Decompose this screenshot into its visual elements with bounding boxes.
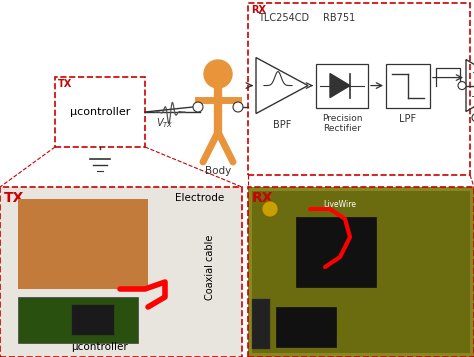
Text: Electrode: Electrode (175, 193, 224, 203)
Text: μcontroller: μcontroller (72, 342, 128, 352)
Circle shape (262, 201, 278, 217)
Text: μcontroller: μcontroller (70, 107, 130, 117)
FancyBboxPatch shape (276, 307, 336, 347)
Text: Precision: Precision (322, 114, 362, 122)
Text: TX: TX (58, 79, 72, 89)
FancyBboxPatch shape (316, 64, 368, 107)
FancyBboxPatch shape (18, 297, 138, 343)
Text: −: − (471, 91, 474, 101)
FancyBboxPatch shape (0, 187, 242, 357)
FancyBboxPatch shape (0, 0, 474, 187)
Text: Body: Body (205, 166, 231, 176)
Text: LPF: LPF (400, 114, 417, 124)
FancyBboxPatch shape (72, 305, 114, 335)
Circle shape (193, 102, 203, 112)
FancyBboxPatch shape (248, 187, 474, 357)
Text: RX: RX (252, 191, 273, 205)
Text: TLC254CD: TLC254CD (258, 13, 309, 23)
FancyBboxPatch shape (248, 3, 470, 175)
Text: LiveWire: LiveWire (323, 200, 356, 209)
Polygon shape (330, 74, 350, 97)
Text: TX: TX (4, 191, 24, 205)
Text: +: + (471, 67, 474, 77)
Text: BPF: BPF (273, 120, 291, 130)
FancyBboxPatch shape (55, 77, 145, 147)
Circle shape (472, 114, 474, 122)
FancyBboxPatch shape (252, 299, 270, 349)
Text: RX: RX (251, 5, 266, 15)
Text: RB751: RB751 (323, 13, 355, 23)
FancyBboxPatch shape (296, 217, 376, 287)
Text: $V_{TX}$: $V_{TX}$ (156, 116, 174, 130)
FancyBboxPatch shape (386, 64, 430, 107)
Circle shape (204, 60, 232, 88)
FancyBboxPatch shape (252, 191, 470, 353)
FancyBboxPatch shape (18, 199, 148, 289)
Circle shape (233, 102, 243, 112)
Circle shape (458, 81, 466, 90)
Text: Rectifier: Rectifier (323, 124, 361, 132)
Text: Coaxial cable: Coaxial cable (205, 234, 215, 300)
